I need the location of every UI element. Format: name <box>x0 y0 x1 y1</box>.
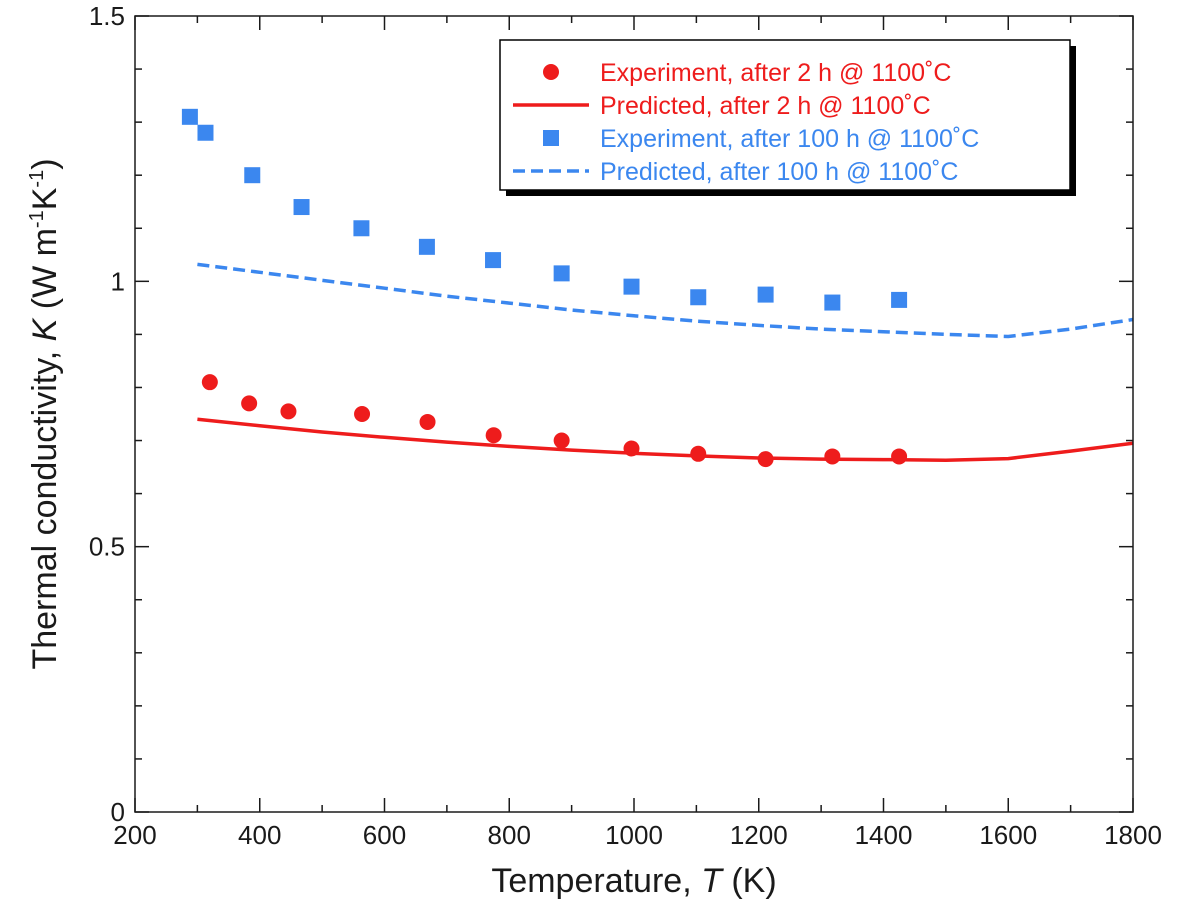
y-tick-label: 0 <box>111 797 125 827</box>
series-0-point-11 <box>891 448 908 465</box>
series-0-point-7 <box>623 440 640 457</box>
series-0-point-2 <box>280 403 297 420</box>
series-2-point-4 <box>353 220 370 237</box>
legend-label: Experiment, after 2 h @ 1100˚C <box>600 59 951 87</box>
series-line-3 <box>197 262 1133 339</box>
x-tick-label: 1000 <box>605 820 663 850</box>
series-0-point-9 <box>757 451 774 468</box>
series-2-point-1 <box>197 124 214 141</box>
series-0-point-4 <box>419 413 436 430</box>
x-tick-label: 1200 <box>730 820 788 850</box>
series-2-point-0 <box>181 108 198 125</box>
x-tick-label: 200 <box>113 820 156 850</box>
y-tick-label: 0.5 <box>89 532 125 562</box>
y-tick-label: 1.5 <box>89 1 125 31</box>
x-tick-label: 800 <box>488 820 531 850</box>
series-2-point-2 <box>244 167 261 184</box>
series-0-point-10 <box>824 448 841 465</box>
series-0-point-6 <box>553 432 570 449</box>
legend-label: Predicted, after 100 h @ 1100˚C <box>600 158 958 186</box>
x-axis-title: Temperature, T (K) <box>491 862 776 900</box>
series-0-point-3 <box>354 406 371 422</box>
series-2-point-8 <box>623 278 640 295</box>
y-axis-title: Thermal conductivity, K (W m-1K-1) <box>26 158 64 669</box>
series-0-point-5 <box>485 427 502 444</box>
x-tick-label: 1400 <box>855 820 913 850</box>
series-line-1 <box>197 417 1133 462</box>
y-tick-label: 1 <box>111 266 125 296</box>
series-0-point-1 <box>241 395 258 412</box>
series-2-point-12 <box>891 291 908 308</box>
legend-marker <box>543 130 559 146</box>
x-tick-label: 600 <box>363 820 406 850</box>
legend-label: Experiment, after 100 h @ 1100˚C <box>600 125 979 153</box>
series-0-point-8 <box>690 445 707 462</box>
legend-marker <box>543 64 559 80</box>
series-2-point-9 <box>690 289 707 306</box>
legend: Experiment, after 2 h @ 1100˚C Predicted,… <box>499 39 1076 196</box>
series-2-point-5 <box>418 238 435 255</box>
series-2-point-3 <box>293 199 310 216</box>
series-2-point-11 <box>824 294 841 311</box>
legend-box <box>499 39 1071 191</box>
series-2-point-7 <box>553 265 570 282</box>
series-2-point-6 <box>485 252 502 269</box>
y-axis-title-group: Thermal conductivity, K (W m-1K-1) <box>26 158 64 669</box>
x-tick-label: 1600 <box>979 820 1037 850</box>
series-0-point-0 <box>201 374 218 391</box>
plot-area <box>181 108 1133 468</box>
series-2-point-10 <box>757 286 774 303</box>
axes: 200 400 600 800 1000 1200 1400 1600 1800 0 0.5 1 1.5… <box>26 1 1162 900</box>
x-tick-label: 1800 <box>1104 820 1162 850</box>
x-tick-label: 400 <box>238 820 281 850</box>
legend-label: Predicted, after 2 h @ 1100˚C <box>600 92 931 120</box>
